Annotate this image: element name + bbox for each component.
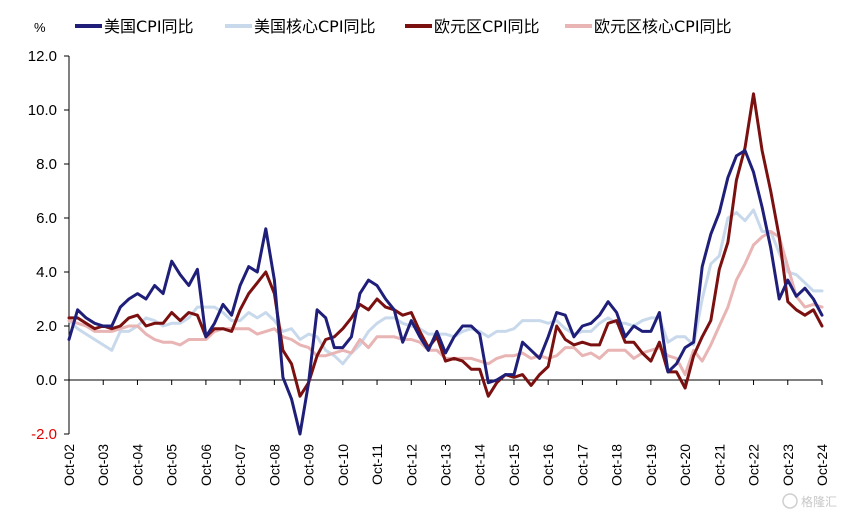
y-tick-label: 8.0 xyxy=(36,156,57,173)
y-unit-label: % xyxy=(34,20,46,35)
legend-label-1: 美国核心CPI同比 xyxy=(254,17,376,36)
legend-label-0: 美国CPI同比 xyxy=(104,17,194,36)
x-tick-label: Oct-21 xyxy=(711,444,727,486)
x-tick-label: Oct-13 xyxy=(438,444,454,486)
x-tick-label: Oct-02 xyxy=(61,444,77,486)
x-tick-label: Oct-03 xyxy=(95,444,111,486)
x-tick-label: Oct-17 xyxy=(574,444,590,486)
x-tick-label: Oct-23 xyxy=(780,444,796,486)
series-line-0 xyxy=(67,149,824,436)
x-tick-label: Oct-18 xyxy=(609,444,625,486)
x-tick-label: Oct-08 xyxy=(266,444,282,486)
x-tick-label: Oct-14 xyxy=(472,444,488,486)
x-axis: Oct-02 Oct-03 Oct-04 Oct-05 Oct-06 Oct-07 Oct-… xyxy=(61,379,830,486)
y-axis: 12.0 10.0 8.0 6.0 4.0 2.0 0.0 -2.0 xyxy=(28,48,70,443)
x-tick-label: Oct-04 xyxy=(129,444,145,486)
y-tick-label: 10.0 xyxy=(28,102,57,119)
series-lines xyxy=(67,92,824,436)
y-tick-label: -2.0 xyxy=(31,426,57,443)
x-tick-label: Oct-16 xyxy=(540,444,556,486)
y-tick-label: 0.0 xyxy=(36,372,57,389)
x-tick-label: Oct-05 xyxy=(164,444,180,486)
legend-label-2: 欧元区CPI同比 xyxy=(434,17,540,36)
y-tick-label: 4.0 xyxy=(36,264,57,281)
watermark-logo-icon xyxy=(782,493,798,509)
x-tick-label: Oct-06 xyxy=(198,444,214,486)
y-tick-label: 2.0 xyxy=(36,318,57,335)
x-tick-label: Oct-09 xyxy=(301,444,317,486)
x-tick-label: Oct-19 xyxy=(643,444,659,486)
x-tick-label: Oct-22 xyxy=(746,444,762,486)
x-tick-label: Oct-24 xyxy=(814,444,830,486)
x-tick-label: Oct-20 xyxy=(677,444,693,486)
y-tick-label: 12.0 xyxy=(28,48,57,65)
watermark-text: 格隆汇 xyxy=(801,494,837,509)
legend: 美国CPI同比 美国核心CPI同比 欧元区CPI同比 欧元区核心CPI同比 xyxy=(75,17,732,36)
x-tick-label: Oct-12 xyxy=(403,444,419,486)
y-tick-label: 6.0 xyxy=(36,210,57,227)
x-tick-label: Oct-11 xyxy=(369,444,385,485)
x-tick-label: Oct-10 xyxy=(335,444,351,486)
x-tick-label: Oct-07 xyxy=(232,444,248,486)
legend-label-3: 欧元区核心CPI同比 xyxy=(594,17,732,36)
watermark: 格隆汇 xyxy=(782,493,837,509)
series-line-2 xyxy=(67,92,824,398)
series-line-1 xyxy=(67,208,824,366)
x-tick-label: Oct-15 xyxy=(506,444,522,486)
